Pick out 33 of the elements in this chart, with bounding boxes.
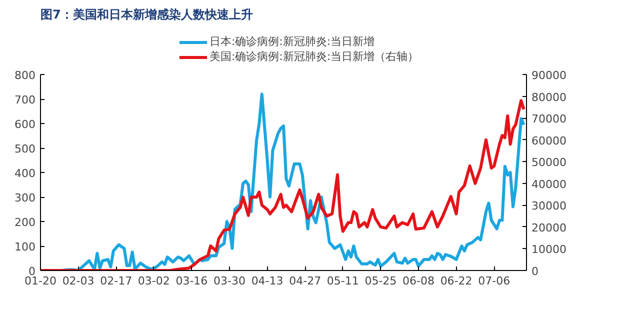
x-tick-label: 02-03: [62, 274, 94, 288]
x-tick-label: 04-27: [289, 274, 322, 288]
x-tick-label: 05-25: [364, 274, 397, 288]
x-tick-label: 06-22: [440, 274, 472, 288]
x-tick-label: 06-08: [402, 274, 434, 288]
y-tick-label: 300: [14, 192, 36, 204]
y-tick-label: 600: [14, 118, 36, 131]
x-tick-label: 03-02: [138, 274, 170, 288]
y2-tick-label: 30000: [532, 200, 566, 213]
x-tick-label: 04-13: [251, 274, 284, 288]
y-tick-label: 100: [14, 240, 36, 254]
legend-label: 美国:确诊病例:新冠肺炎:当日新增（右轴）: [209, 49, 419, 64]
y2-tick-label: 40000: [532, 178, 566, 191]
y2-tick-label: 10000: [532, 243, 566, 256]
x-tick-label: 02-17: [100, 274, 132, 288]
y2-tick-label: 90000: [532, 69, 566, 82]
x-tick-label: 07-06: [478, 274, 510, 288]
y2-tick-label: 80000: [532, 90, 566, 104]
x-tick-label: 03-16: [176, 274, 208, 288]
y-tick-label: 200: [14, 216, 36, 229]
x-tick-label: 05-11: [326, 274, 359, 288]
legend-label: 日本:确诊病例:新冠肺炎:当日新增: [209, 34, 375, 49]
x-tick-label: 03-30: [214, 274, 246, 288]
y2-tick-label: 50000: [532, 156, 566, 170]
y2-tick-label: 70000: [532, 112, 566, 126]
y2-tick-label: 0: [532, 265, 538, 278]
y-tick-label: 400: [14, 167, 36, 180]
y2-tick-label: 60000: [532, 134, 566, 148]
y-tick-label: 700: [14, 94, 36, 106]
y-tick-label: 500: [14, 142, 36, 156]
y2-tick-label: 20000: [532, 221, 566, 234]
y-tick-label: 800: [14, 69, 36, 82]
chart-title: 图7：美国和日本新增感染人数快速上升: [40, 8, 253, 22]
